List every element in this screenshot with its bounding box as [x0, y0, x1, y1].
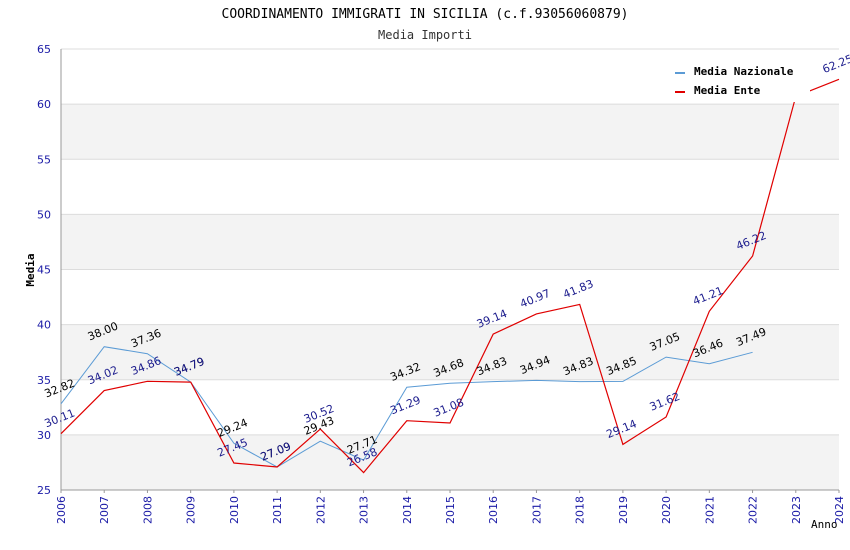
- y-tick-label: 55: [37, 153, 51, 166]
- x-tick-label: 2019: [617, 496, 630, 524]
- x-tick-label: 2011: [271, 496, 284, 524]
- y-tick-label: 25: [37, 484, 51, 497]
- x-tick-labels: 2006 2007 2008 2009 2010 2011 2012 2013 2014 2015…: [55, 490, 846, 524]
- series-line-media-nazionale: [60, 346, 753, 468]
- y-tick-labels: 25 30 35 40 45 50 55 60 65: [37, 43, 51, 497]
- x-tick-label: 2013: [358, 496, 371, 524]
- y-tick-label: 60: [37, 98, 51, 111]
- chart-title: COORDINAMENTO IMMIGRATI IN SICILIA (c.f.…: [222, 7, 629, 22]
- x-tick-label: 2017: [530, 496, 543, 524]
- x-tick-label: 2014: [401, 496, 414, 524]
- series-lines: [60, 78, 840, 474]
- grid-band: [61, 214, 839, 270]
- x-tick-label: 2021: [703, 496, 716, 524]
- x-tick-label: 2007: [98, 496, 111, 524]
- grid-band: [61, 104, 839, 160]
- x-tick-label: 2020: [660, 496, 673, 524]
- y-tick-label: 30: [37, 429, 51, 442]
- x-tick-label: 2006: [55, 496, 68, 524]
- x-axis-label: Anno: [811, 518, 838, 531]
- legend: Media Nazionale Media Ente: [668, 60, 810, 102]
- legend-box: [668, 60, 810, 102]
- grid-band: [61, 434, 839, 490]
- x-tick-label: 2010: [228, 496, 241, 524]
- y-tick-label: 50: [37, 208, 51, 221]
- y-tick-label: 35: [37, 374, 51, 387]
- series-line-media-ente: [60, 78, 840, 474]
- y-tick-label: 65: [37, 43, 51, 56]
- x-tick-label: 2009: [185, 496, 198, 524]
- y-axis-label: Media: [24, 253, 37, 286]
- legend-label-media-ente: Media Ente: [694, 84, 761, 97]
- x-tick-label: 2022: [747, 496, 760, 524]
- y-tick-label: 45: [37, 264, 51, 277]
- chart-subtitle: Media Importi: [378, 28, 472, 42]
- grid-band: [61, 324, 839, 380]
- x-tick-label: 2008: [141, 496, 154, 524]
- legend-label-media-nazionale: Media Nazionale: [694, 65, 794, 78]
- grid-lines: [61, 48, 839, 491]
- x-tick-label: 2023: [790, 496, 803, 524]
- x-tick-label: 2018: [574, 496, 587, 524]
- x-tick-label: 2015: [444, 496, 457, 524]
- x-tick-label: 2024: [833, 496, 846, 524]
- x-tick-label: 2016: [487, 496, 500, 524]
- x-tick-label: 2012: [314, 496, 327, 524]
- y-tick-label: 40: [37, 319, 51, 332]
